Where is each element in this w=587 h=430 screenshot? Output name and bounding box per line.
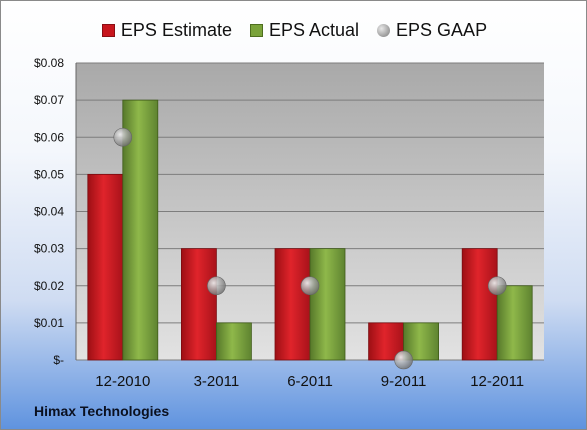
company-name: Himax Technologies xyxy=(34,403,170,419)
marker-eps-gaap xyxy=(113,127,133,147)
y-tick-label: $0.05 xyxy=(34,167,64,181)
legend: EPS Estimate EPS Actual EPS GAAP xyxy=(1,18,586,42)
bar-eps-estimate xyxy=(461,248,498,361)
x-tick-label: 12-2011 xyxy=(470,373,524,390)
marker-eps-gaap xyxy=(394,350,413,370)
legend-item-eps-estimate: EPS Estimate xyxy=(101,18,232,42)
marker-eps-gaap xyxy=(300,276,320,296)
y-tick-label: $0.04 xyxy=(34,205,64,219)
bar-eps-actual xyxy=(309,248,346,361)
x-tick-label: 12-2010 xyxy=(95,373,150,390)
y-tick-label: $0.07 xyxy=(34,93,64,107)
x-tick-label: 3-2011 xyxy=(194,373,240,390)
x-tick-label: 6-2011 xyxy=(287,373,333,390)
legend-label-eps-estimate: EPS Estimate xyxy=(120,19,232,40)
marker-eps-gaap xyxy=(207,276,226,296)
legend-swatch-eps-estimate xyxy=(101,23,115,37)
bar-eps-actual xyxy=(403,322,440,361)
legend-item-eps-actual: EPS Actual xyxy=(249,18,360,42)
y-tick-label: $0.06 xyxy=(34,130,64,144)
y-tick-label: $0.01 xyxy=(34,316,64,330)
y-tick-label: $- xyxy=(53,353,64,367)
legend-swatch-eps-gaap xyxy=(377,23,391,37)
legend-item-eps-gaap: EPS GAAP xyxy=(377,18,487,42)
bar-eps-estimate xyxy=(87,173,124,361)
bar-eps-estimate xyxy=(274,248,311,361)
y-tick-label: $0.08 xyxy=(34,56,64,70)
legend-label-eps-actual: EPS Actual xyxy=(268,19,360,40)
marker-eps-gaap xyxy=(487,276,507,296)
bar-eps-estimate xyxy=(180,248,217,361)
x-tick-label: 9-2011 xyxy=(381,373,427,390)
y-tick-label: $0.02 xyxy=(34,279,64,293)
bar-eps-actual xyxy=(496,285,533,361)
y-tick-label: $0.03 xyxy=(34,242,64,256)
legend-swatch-eps-actual xyxy=(249,23,263,37)
legend-label-eps-gaap: EPS GAAP xyxy=(396,19,488,40)
bar-eps-actual xyxy=(215,322,252,361)
